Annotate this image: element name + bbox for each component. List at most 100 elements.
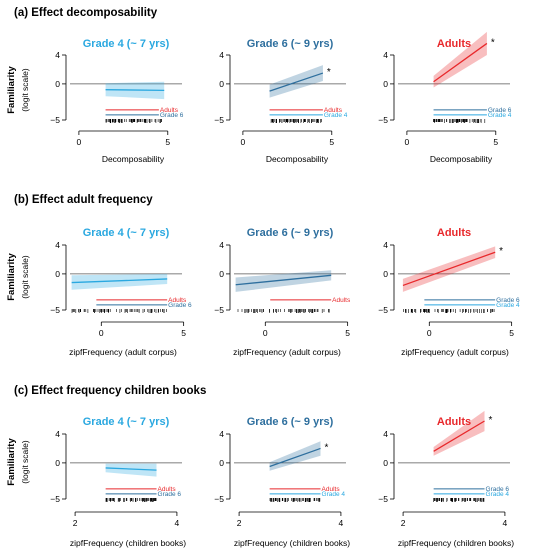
regression-line <box>402 251 496 287</box>
y-tick-label: −5 <box>378 115 388 125</box>
section-a-xlabel-3: Decomposability <box>430 154 493 164</box>
section-c-xlabel-3: zipfFrequency (children books) <box>398 538 514 548</box>
x-tick-label: 5 <box>509 328 514 338</box>
regression-line <box>269 447 321 468</box>
legend-label: Grade 6 <box>486 486 510 493</box>
panel-title: Adults <box>437 227 471 239</box>
legend-label: Grade 4 <box>496 302 520 309</box>
x-tick-label: 4 <box>339 518 344 528</box>
x-tick-label: 2 <box>401 518 406 528</box>
y-tick-label: 0 <box>55 79 60 89</box>
section-b-ysublabel: (logit scale) <box>20 255 30 299</box>
confidence-band <box>105 463 157 477</box>
y-tick-label: −5 <box>378 305 388 315</box>
x-tick-label: 2 <box>73 518 78 528</box>
regression-line <box>71 278 168 284</box>
y-tick-label: 0 <box>383 269 388 279</box>
section-b-xlabel-1: zipfFrequency (adult corpus) <box>69 347 177 357</box>
x-tick-label: 2 <box>237 518 242 528</box>
section-c-title: (c) Effect frequency children books <box>14 385 206 397</box>
significance-star: * <box>499 246 503 257</box>
section-c-ysublabel: (logit scale) <box>20 440 30 484</box>
y-tick-label: 0 <box>383 458 388 468</box>
legend-label: Grade 4 <box>488 112 512 119</box>
y-tick-label: 0 <box>219 269 224 279</box>
legend-label: Grade 4 <box>486 491 510 498</box>
significance-star: * <box>489 415 493 426</box>
rug <box>105 498 157 502</box>
regression-line <box>433 420 485 452</box>
x-tick-label: 0 <box>241 137 246 147</box>
section-a-title: (a) Effect decomposability <box>14 7 158 19</box>
regression-line <box>105 467 157 471</box>
legend-label: Adults <box>332 297 351 304</box>
y-tick-label: 4 <box>219 429 224 439</box>
panel-title: Grade 6 (~ 9 yrs) <box>247 38 334 50</box>
regression-line <box>433 42 488 83</box>
legend-label: Grade 6 <box>496 297 520 304</box>
y-tick-label: 0 <box>383 79 388 89</box>
y-tick-label: 4 <box>383 240 388 250</box>
section-b-ylabel: Familiarity <box>6 253 17 301</box>
x-tick-label: 0 <box>405 137 410 147</box>
rug <box>105 119 162 123</box>
legend-label: Adults <box>324 107 343 114</box>
x-tick-label: 4 <box>503 518 508 528</box>
significance-star: * <box>327 67 331 78</box>
rug <box>433 119 486 123</box>
rug <box>237 309 330 313</box>
section-a-ysublabel: (logit scale) <box>20 68 30 112</box>
panel-title: Adults <box>437 38 471 50</box>
legend-label: Adults <box>160 107 179 114</box>
x-tick-label: 0 <box>427 328 432 338</box>
rug <box>269 498 321 502</box>
panel-title: Grade 6 (~ 9 yrs) <box>247 227 334 239</box>
y-tick-label: −5 <box>214 115 224 125</box>
section-a-xlabel-1: Decomposability <box>102 154 165 164</box>
legend-label: Grade 4 <box>322 491 346 498</box>
y-tick-label: 4 <box>55 429 60 439</box>
x-tick-label: 0 <box>77 137 82 147</box>
y-tick-label: 4 <box>219 240 224 250</box>
x-tick-label: 5 <box>181 328 186 338</box>
y-tick-label: −5 <box>50 115 60 125</box>
confidence-band <box>235 270 332 292</box>
y-tick-label: 0 <box>219 458 224 468</box>
legend-label: Adults <box>168 297 187 304</box>
panel-title: Adults <box>437 416 471 428</box>
x-tick-label: 5 <box>493 137 498 147</box>
y-tick-label: −5 <box>378 494 388 504</box>
confidence-band <box>433 31 487 88</box>
x-tick-label: 5 <box>345 328 350 338</box>
x-tick-label: 0 <box>263 328 268 338</box>
panel-title: Grade 6 (~ 9 yrs) <box>247 416 334 428</box>
section-a-ylabel: Familiarity <box>6 66 17 114</box>
y-tick-label: 0 <box>55 269 60 279</box>
section-c-xlabel-1: zipfFrequency (children books) <box>70 538 186 548</box>
legend-label: Adults <box>158 486 177 493</box>
section-b: (b) Effect adult frequency Familiarity (… <box>6 194 520 357</box>
legend-label: Adults <box>322 486 341 493</box>
panel-title: Grade 4 (~ 7 yrs) <box>83 416 170 428</box>
y-tick-label: 4 <box>383 429 388 439</box>
x-tick-label: 4 <box>175 518 180 528</box>
regression-line <box>235 274 332 286</box>
section-c-xlabel-2: zipfFrequency (children books) <box>234 538 350 548</box>
section-b-xlabel-2: zipfFrequency (adult corpus) <box>233 347 341 357</box>
section-c-ylabel: Familiarity <box>6 438 17 486</box>
confidence-band <box>269 65 323 98</box>
x-tick-label: 5 <box>329 137 334 147</box>
legend-label: Grade 6 <box>168 302 192 309</box>
significance-star: * <box>325 442 329 453</box>
legend-label: Grade 6 <box>488 107 512 114</box>
y-tick-label: 4 <box>55 240 60 250</box>
rug <box>270 119 322 123</box>
x-tick-label: 0 <box>99 328 104 338</box>
